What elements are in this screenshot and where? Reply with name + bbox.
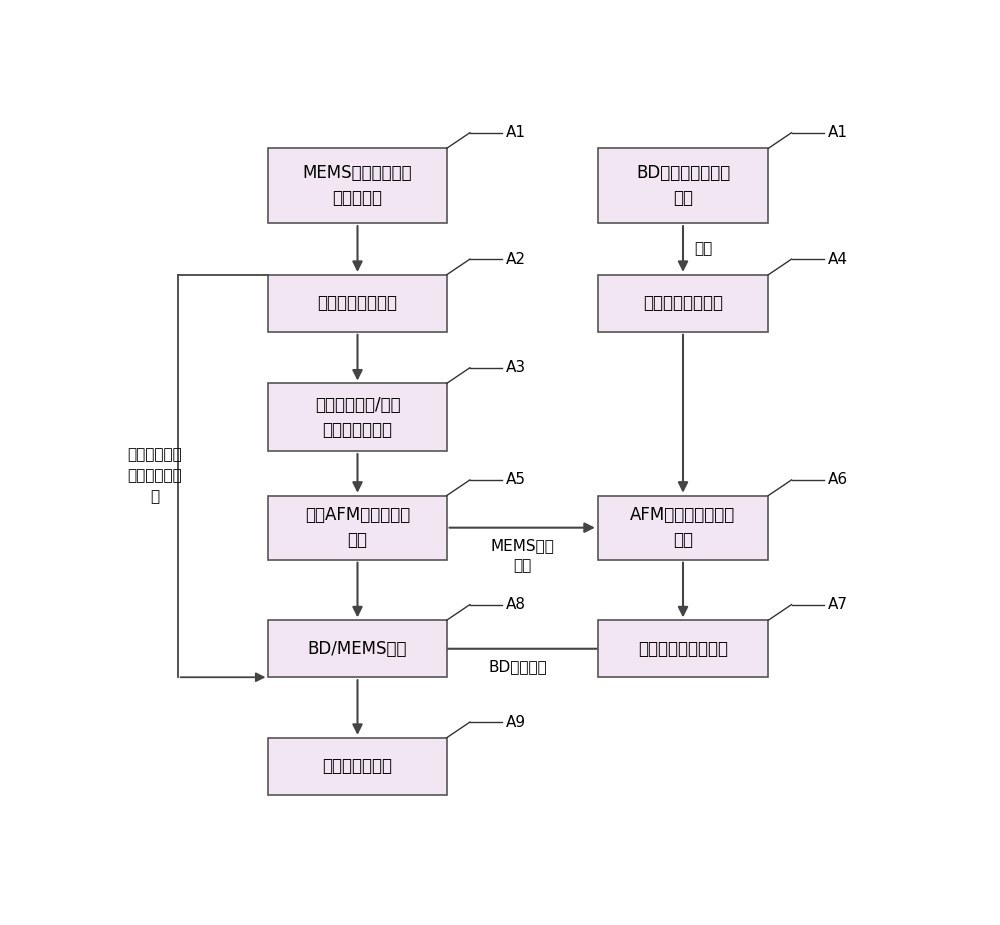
Bar bbox=[598, 496, 768, 560]
Text: A6: A6 bbox=[828, 473, 848, 487]
Text: A9: A9 bbox=[506, 715, 526, 730]
Bar bbox=[268, 275, 447, 332]
Text: MEMS惯性传感器模
块数据采集: MEMS惯性传感器模 块数据采集 bbox=[303, 165, 412, 207]
Bar bbox=[598, 275, 768, 332]
Bar bbox=[268, 738, 447, 795]
Text: A7: A7 bbox=[828, 598, 848, 612]
Text: MEMS姿态
信息: MEMS姿态 信息 bbox=[490, 538, 554, 574]
Text: A3: A3 bbox=[506, 360, 526, 376]
Bar bbox=[268, 496, 447, 560]
Bar bbox=[598, 621, 768, 677]
Text: 输出最优姿态角: 输出最优姿态角 bbox=[322, 758, 392, 775]
Bar bbox=[268, 148, 447, 223]
Text: 加速度计，陀
螺仪采集的数
据: 加速度计，陀 螺仪采集的数 据 bbox=[127, 448, 182, 504]
Text: 载波相位双差方程: 载波相位双差方程 bbox=[643, 294, 723, 313]
Text: A5: A5 bbox=[506, 473, 526, 487]
Text: 传感器数据预处理: 传感器数据预处理 bbox=[318, 294, 398, 313]
Text: BD姿态信息: BD姿态信息 bbox=[489, 660, 548, 674]
Text: AFM算法求解整周模
糊度: AFM算法求解整周模 糊度 bbox=[630, 506, 736, 549]
Text: A2: A2 bbox=[506, 252, 526, 266]
Text: 基于加速度计/磁力
计组合姿态解算: 基于加速度计/磁力 计组合姿态解算 bbox=[315, 396, 400, 438]
Text: A4: A4 bbox=[828, 252, 848, 266]
Bar bbox=[268, 621, 447, 677]
Bar bbox=[268, 384, 447, 451]
Bar bbox=[598, 148, 768, 223]
Text: 计算基线向量和姿态: 计算基线向量和姿态 bbox=[638, 640, 728, 658]
Text: A8: A8 bbox=[506, 598, 526, 612]
Text: BD接收机模块数据
采集: BD接收机模块数据 采集 bbox=[636, 165, 730, 207]
Text: 载波: 载波 bbox=[695, 241, 713, 256]
Text: A1: A1 bbox=[828, 125, 848, 141]
Text: A1: A1 bbox=[506, 125, 526, 141]
Text: BD/MEMS融合: BD/MEMS融合 bbox=[308, 640, 407, 658]
Text: 减小AFM算法的搜索
空间: 减小AFM算法的搜索 空间 bbox=[305, 506, 410, 549]
